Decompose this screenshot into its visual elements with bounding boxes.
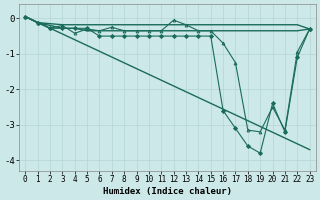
X-axis label: Humidex (Indice chaleur): Humidex (Indice chaleur)	[103, 187, 232, 196]
